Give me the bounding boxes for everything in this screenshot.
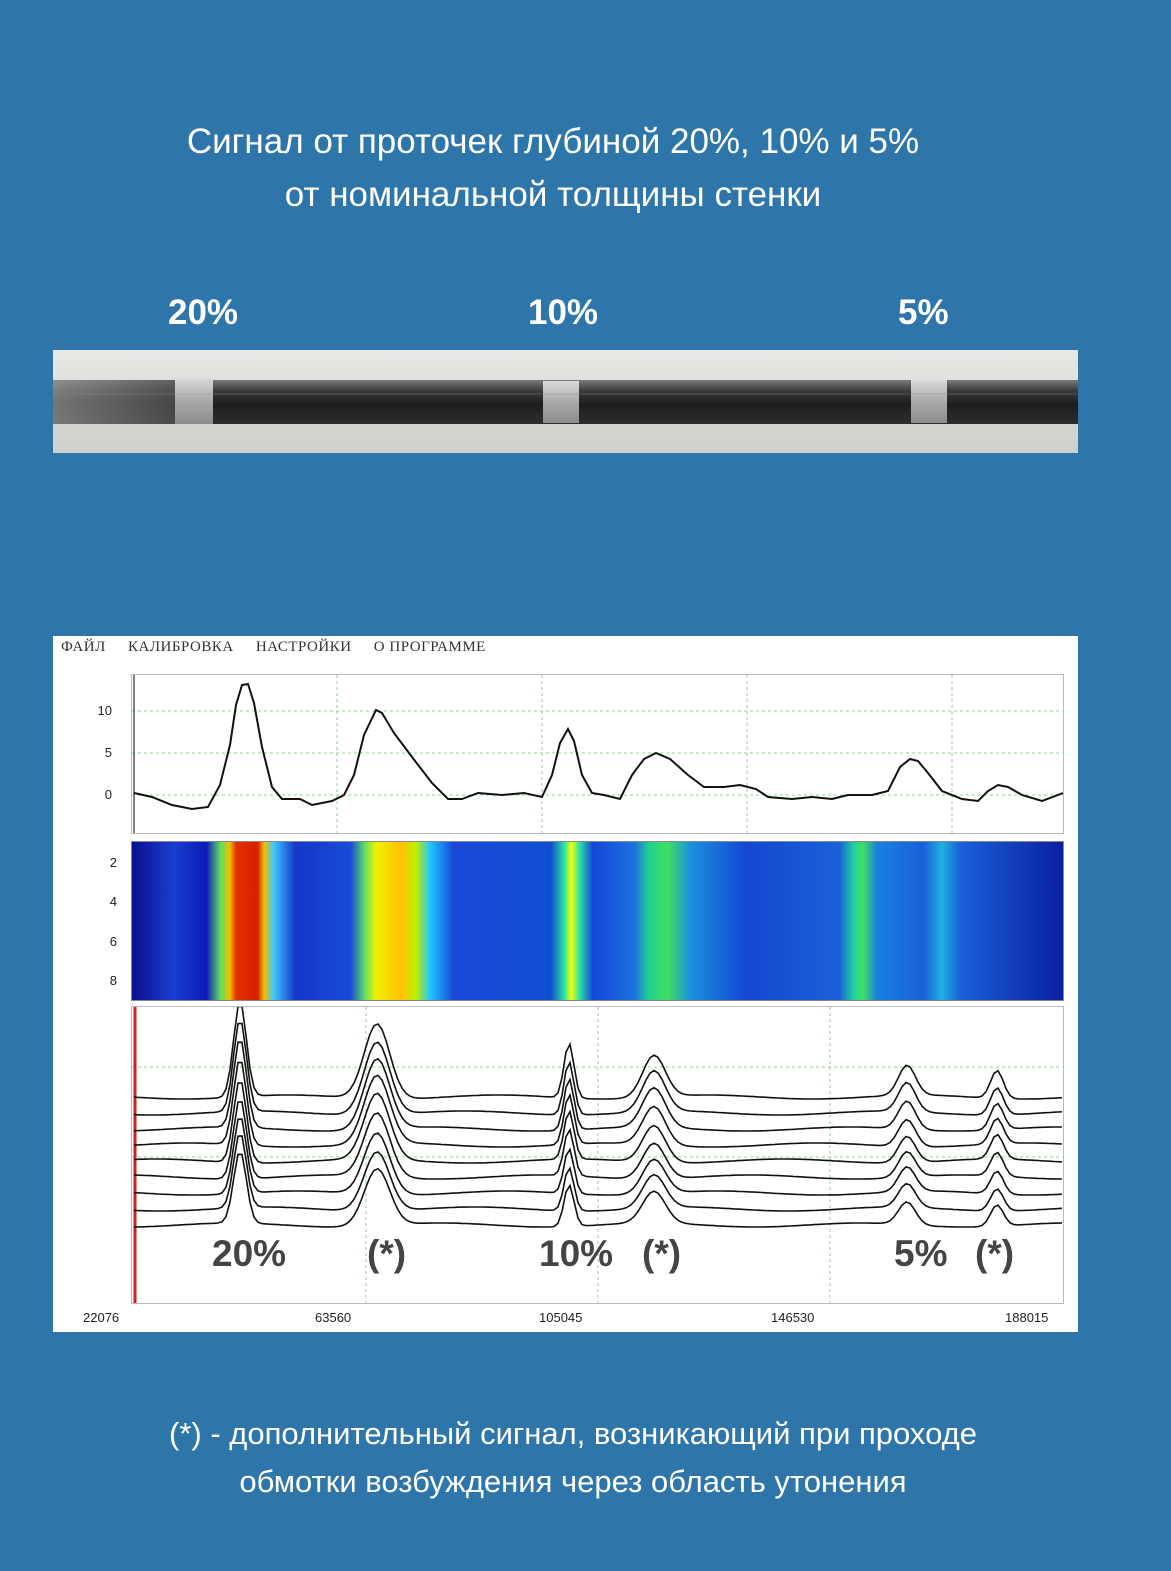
groove-ring-5: [911, 380, 947, 423]
menu-about[interactable]: О ПРОГРАММЕ: [373, 639, 486, 655]
annotation-star-1: (*): [367, 1233, 407, 1274]
footnote-line-1: (*) - дополнительный сигнал, возникающий…: [169, 1416, 977, 1451]
page-title: Сигнал от проточек глубиной 20%, 10% и 5…: [0, 115, 1106, 221]
ytick-10: 10: [97, 703, 112, 718]
heatmap-image: [132, 842, 1063, 1000]
groove-label-10: 10%: [528, 293, 599, 332]
channel-trace: [133, 1022, 1063, 1116]
channel-trace: [133, 1041, 1062, 1132]
channel-trace: [133, 1135, 1063, 1212]
software-window: ФАЙЛ КАЛИБРОВКА НАСТРОЙКИ О ПРОГРАММЕ 10…: [53, 636, 1078, 1332]
pipe-photo: [53, 350, 1078, 453]
heat-ytick-8: 8: [109, 973, 117, 988]
channel-trace: [133, 1007, 1063, 1100]
heatmap-chart: [131, 841, 1064, 1001]
menu-bar: ФАЙЛ КАЛИБРОВКА НАСТРОЙКИ О ПРОГРАММЕ: [61, 639, 504, 656]
xtick-3: 105045: [539, 1310, 583, 1325]
channel-traces: [133, 1007, 1063, 1228]
xtick-5: 188015: [1005, 1310, 1049, 1325]
xtick-1: 22076: [83, 1310, 120, 1325]
menu-settings[interactable]: НАСТРОЙКИ: [255, 639, 352, 655]
heat-ytick-4: 4: [109, 894, 117, 909]
xtick-4: 146530: [771, 1310, 815, 1325]
menu-calibration[interactable]: КАЛИБРОВКА: [128, 639, 234, 655]
channel-trace: [133, 1118, 1063, 1196]
groove-ring-20: [175, 378, 213, 424]
footnote-line-2: обмотки возбуждения через область утонен…: [239, 1464, 907, 1499]
groove-label-5: 5%: [898, 293, 949, 332]
pipe-left-end: [53, 380, 178, 424]
heat-ytick-2: 2: [109, 855, 117, 870]
annotation-10: 10%: [539, 1233, 614, 1274]
channel-trace: [133, 1101, 1062, 1180]
annotation-star-2: (*): [642, 1233, 682, 1274]
groove-ring-10: [543, 381, 579, 423]
signal-trace: [133, 682, 1063, 811]
signal-chart: [131, 674, 1064, 834]
footnote: (*) - дополнительный сигнал, возникающий…: [0, 1410, 1146, 1506]
channel-trace: [133, 1082, 1063, 1164]
menu-file[interactable]: ФАЙЛ: [61, 639, 106, 655]
annotation-20: 20%: [212, 1233, 287, 1274]
multichannel-chart: [131, 1006, 1064, 1304]
title-line-1: Сигнал от проточек глубиной 20%, 10% и 5…: [186, 122, 920, 161]
annotation-star-3: (*): [975, 1233, 1015, 1274]
groove-label-20: 20%: [168, 293, 239, 332]
ytick-5: 5: [104, 745, 112, 760]
title-line-2: от номинальной толщины стенки: [284, 175, 822, 214]
ytick-0: 0: [104, 787, 112, 802]
heat-ytick-6: 6: [109, 934, 117, 949]
xtick-2: 63560: [315, 1310, 352, 1325]
channel-trace: [133, 1153, 1062, 1228]
annotation-5: 5%: [894, 1233, 948, 1274]
channel-trace: [133, 1061, 1063, 1148]
